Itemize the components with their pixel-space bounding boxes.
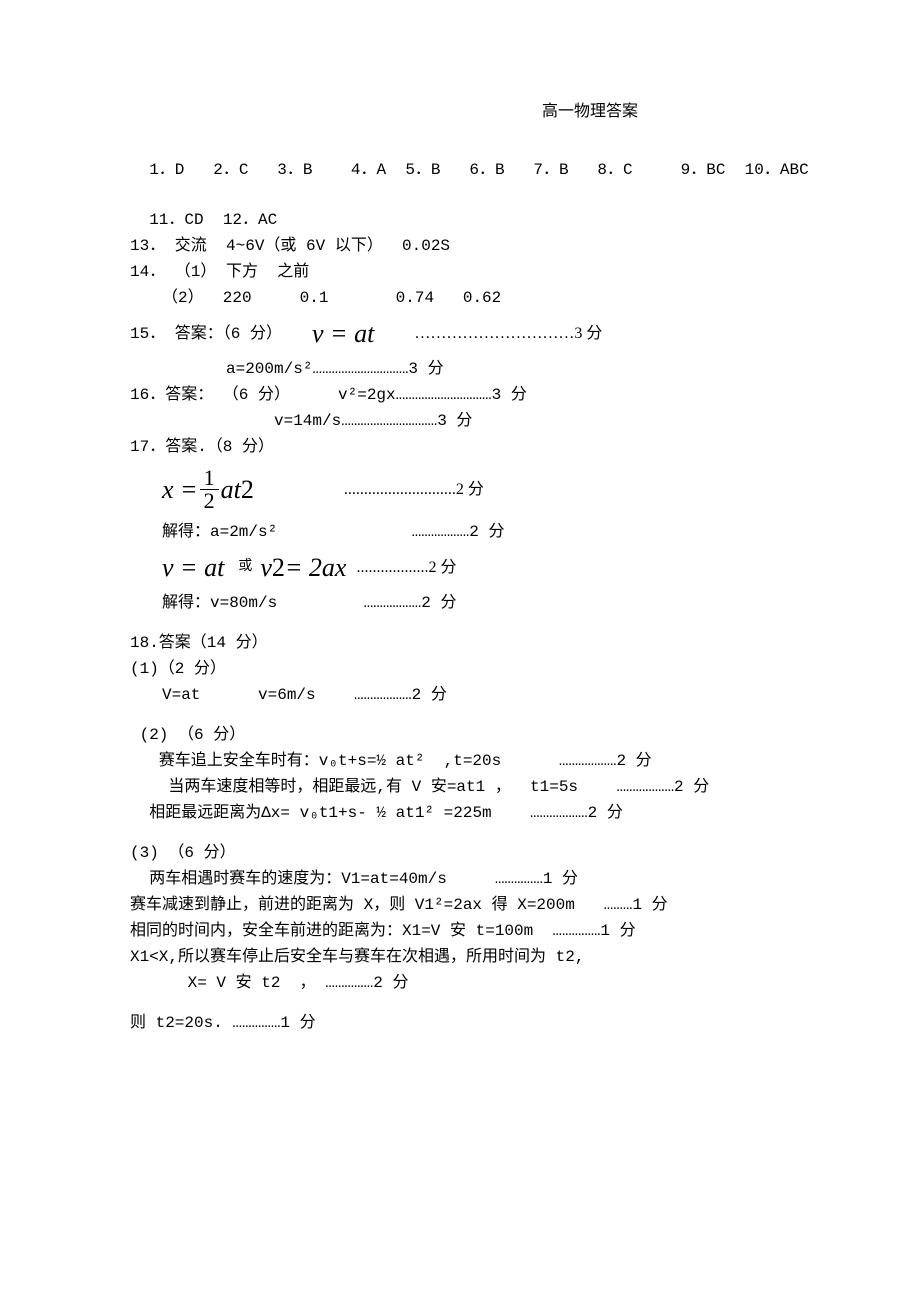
q18-p3-l6: 则 t2=20s. ……………1 分 [130,1011,920,1035]
q15-head: 15． 答案：（6 分） [130,322,282,346]
q18-p2-l1: 赛车追上安全车时有：v₀t+s=½ at² ,t=20s ………………2 分 [130,749,920,773]
q17-eq2: v = at 或 v2 = 2ax ..................2 分 [130,548,920,587]
q17-v2: v [260,548,272,587]
mc-row-2: 11．CD 12．AC [130,184,920,232]
q18-p2-head: (2) （6 分） [130,723,920,747]
q17-line4: 解得：v=80m/s ………………2 分 [130,591,920,615]
ans-3: 3．B [277,161,312,179]
q18-p3-l2: 赛车减速到静止，前进的距离为 X，则 V1²=2ax 得 X=200m ………1… [130,893,920,917]
q17-v2-sup: 2 [272,548,285,587]
q17-at: at [221,470,241,509]
q17-line2: 解得：a=2m/s² ………………2 分 [130,520,920,544]
q17-head: 17．答案.（8 分） [130,435,920,459]
q15-formula-v-eq-at: v = at [312,314,374,353]
frac-den: 2 [200,490,219,512]
frac-num: 1 [200,467,219,490]
q18-p3-l1: 两车相遇时赛车的速度为：V1=at=40m/s ……………1 分 [130,867,920,891]
q14-part1: 14． （1） 下方 之前 [130,260,920,284]
ans-2: 2．C [213,161,248,179]
ans-12: 12．AC [223,211,277,229]
q17-x-eq: x = [162,470,198,509]
mc-row-1: 1．D 2．C 3．B 4．A 5．B 6．B 7．B 8．C 9．BC 10．… [130,134,920,182]
ans-9: 9．BC [681,161,726,179]
ans-6: 6．B [469,161,504,179]
q18-p2-l2: 当两车速度相等时，相距最远,有 V 安=at1 ， t1=5s ………………2 … [130,775,920,799]
q15-line1: 15． 答案：（6 分） v = at …………………………3 分 [130,314,920,353]
q17-eq-2ax: = 2ax [285,548,347,587]
q18-p2-l3: 相距最远距离为Δx= v₀t1+s- ½ at1² =225m ………………2 … [130,801,920,825]
q18-p1-head: (1)（2 分） [130,657,920,681]
q14-part2: （2） 220 0.1 0.74 0.62 [130,286,920,310]
q15-score1: …………………………3 分 [414,322,602,346]
ans-4: 4．A [351,161,386,179]
q18-head: 18.答案（14 分） [130,631,920,655]
q17-v-eq-at: v = at [162,548,224,587]
q16-line2: v=14m/s…………………………3 分 [130,409,920,433]
q16-line1: 16．答案： （6 分） v²=2gx…………………………3 分 [130,383,920,407]
ans-8: 8．C [597,161,632,179]
q18-p3-head: (3) （6 分） [130,841,920,865]
q15-line2: a=200m/s²…………………………3 分 [130,357,920,381]
q18-p3-l5: X= V 安 t2 ， ……………2 分 [130,971,920,995]
page-title: 高一物理答案 [130,100,920,124]
q17-score1: ............................2 分 [344,478,484,502]
q17-frac-half: 1 2 [200,467,219,512]
ans-7: 7．B [533,161,568,179]
q18-p3-l3: 相同的时间内，安全车前进的距离为：X1=V 安 t=100m ……………1 分 [130,919,920,943]
q17-eq1: x = 1 2 at2 ............................… [130,467,920,512]
ans-1: 1．D [149,161,184,179]
q18-p3-l4: X1<X,所以赛车停止后安全车与赛车在次相遇，所用时间为 t2, [130,945,920,969]
q17-or: 或 [238,557,252,578]
ans-11: 11．CD [149,211,203,229]
q17-score3: ..................2 分 [356,556,456,580]
q13: 13． 交流 4~6V（或 6V 以下） 0.02S [130,234,920,258]
ans-10: 10．ABC [745,161,809,179]
q18-p1-line: V=at v=6m/s ………………2 分 [130,683,920,707]
q17-sup2: 2 [241,470,254,509]
ans-5: 5．B [405,161,440,179]
